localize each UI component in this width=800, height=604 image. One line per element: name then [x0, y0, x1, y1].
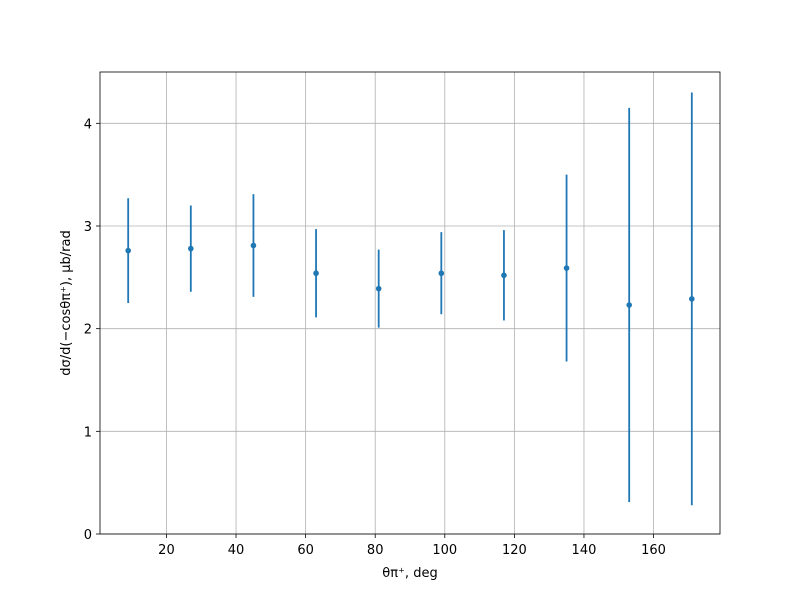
x-axis-label: θπ⁺, deg [382, 566, 437, 581]
data-point [563, 265, 570, 271]
data-point [250, 242, 257, 249]
x-tick-label: 100 [432, 543, 457, 558]
x-tick-label: 140 [572, 543, 597, 558]
y-tick-label: 3 [84, 220, 92, 235]
x-tick-label: 40 [228, 543, 245, 558]
data-point [125, 247, 131, 254]
y-tick-label: 4 [84, 117, 92, 132]
y-tick-label: 1 [84, 425, 92, 440]
data-point [313, 270, 319, 277]
x-tick-label: 120 [502, 543, 527, 558]
data-point [188, 245, 194, 252]
y-tick-label: 0 [84, 528, 92, 543]
x-tick-label: 160 [641, 543, 666, 558]
axes-frame [99, 71, 721, 535]
x-tick-label: 60 [297, 543, 314, 558]
data-point [689, 296, 695, 302]
marks [125, 92, 695, 506]
x-tick-label: 20 [158, 543, 175, 558]
data-point [626, 302, 632, 308]
data-point [375, 285, 382, 292]
data-point [438, 270, 445, 277]
y-tick-label: 2 [84, 323, 92, 338]
data-point [501, 272, 507, 279]
x-tick-label: 80 [367, 543, 384, 558]
y-axis-label: dσ/d(−cosθπ⁺), μb/rad [59, 230, 74, 375]
